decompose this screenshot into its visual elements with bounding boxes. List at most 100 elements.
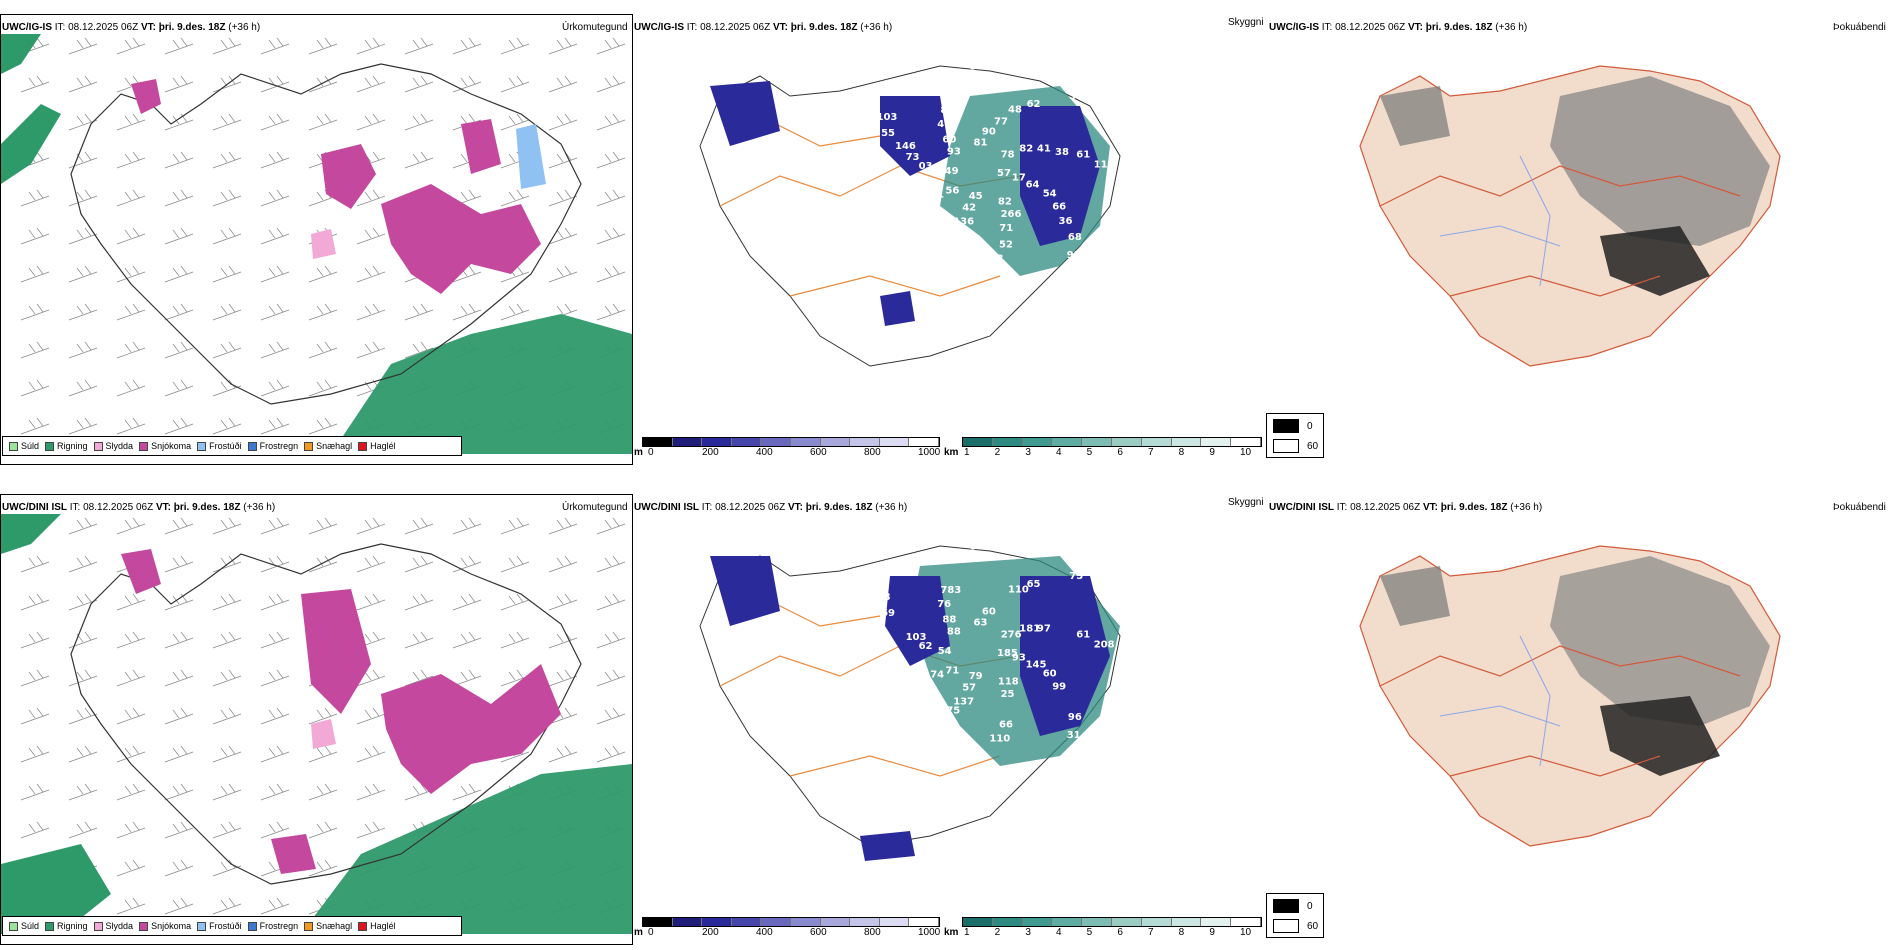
wind-barb: [116, 517, 146, 535]
wind-barb: [20, 745, 50, 763]
iceland-outline: [70, 543, 582, 885]
visibility-value-label: 69: [881, 608, 895, 619]
snow-area-westfjord: [121, 549, 161, 594]
cloud-header: UWC/DINI ISL IT: 08.12.2025 06Z VT: þri.…: [634, 502, 908, 513]
wind-barb: [164, 303, 194, 321]
visibility-value-label: 54: [938, 646, 952, 657]
visibility-value-label: 75: [1069, 571, 1083, 582]
colorbar-segment: [731, 438, 762, 446]
visibility-value-label: 90: [982, 126, 996, 137]
wind-barb: [356, 745, 386, 763]
wind-barb: [68, 379, 98, 397]
wind-barb: [260, 593, 290, 611]
colorbar-tick-label: 3: [1025, 447, 1031, 458]
wind-barb: [596, 189, 626, 207]
visibility-value-label: 81: [940, 105, 954, 116]
wind-barb: [308, 379, 338, 397]
wind-barb: [116, 745, 146, 763]
road-network: [1379, 165, 1741, 297]
wind-barb: [500, 37, 530, 55]
wind-barb: [20, 303, 50, 321]
visibility-value-label: 162: [874, 188, 895, 199]
visibility-value-labels: 185 71 63 118 62 181 137 76 60 50 110 66 69 61 35 64 96 7…: [836, 542, 1115, 745]
wind-barb: [356, 707, 386, 725]
fog-area-dense: [1600, 696, 1720, 776]
wind-barb: [500, 113, 530, 131]
wind-barb: [548, 745, 578, 763]
legend-swatch: [247, 921, 257, 931]
wind-barb: [164, 859, 194, 877]
wind-barb: [596, 37, 626, 55]
legend-swatch: [139, 441, 149, 451]
visibility-colorbar: [962, 917, 1262, 927]
fog-map: [1359, 65, 1781, 367]
precip-legend: Súld Rigning Slydda Snjókoma Frostúði Fr…: [2, 916, 462, 936]
colorbar-segment: [963, 438, 993, 446]
snow-area-central: [381, 664, 561, 794]
colorbar-tick-label: 8: [1178, 927, 1185, 938]
colorbar-segment: [672, 438, 703, 446]
wind-barb: [452, 783, 482, 801]
colorbar-tick-label: 2: [994, 447, 1001, 458]
visibility-value-label: 33: [1069, 91, 1083, 102]
wind-barb: [164, 75, 194, 93]
visibility-value-label: 82: [1019, 144, 1033, 155]
colorbar-segment: [790, 918, 821, 926]
cloud-base-area-east: [1020, 106, 1100, 246]
wind-barb: [68, 37, 98, 55]
visibility-value-label: 110: [1008, 585, 1029, 596]
wind-barb: [356, 265, 386, 283]
wind-barb: [212, 113, 242, 131]
wind-barb: [500, 555, 530, 573]
colorbar-segment: [1022, 438, 1053, 446]
wind-barb: [404, 303, 434, 321]
legend-item-rigning: Rigning: [45, 441, 88, 451]
wind-barb: [356, 303, 386, 321]
colorbar-segment: [731, 918, 762, 926]
colorbar-tick-label: 1000: [918, 927, 941, 938]
wind-barb: [356, 227, 386, 245]
visibility-value-label: 91: [1067, 250, 1081, 261]
wind-barb: [356, 821, 386, 839]
wind-barb: [596, 303, 626, 321]
vt-label: VT:: [155, 502, 171, 513]
wind-barb: [116, 897, 146, 915]
wind-barb: [20, 783, 50, 801]
precip-header: UWC/IG-IS IT: 08.12.2025 06Z VT: þri. 9.…: [2, 22, 260, 33]
fog-title: Þokuábendi: [1833, 22, 1886, 33]
wind-barb: [356, 341, 386, 359]
wind-barb: [68, 151, 98, 169]
colorbar-tick-label: 400: [756, 447, 773, 458]
snow-area-westfjord: [131, 79, 161, 114]
wind-barb: [260, 75, 290, 93]
model-name: UWC/IG-IS: [2, 22, 52, 33]
visibility-value-label: 63: [904, 241, 918, 252]
wind-barb: [164, 783, 194, 801]
visibility-value-label: 57: [997, 168, 1011, 179]
visibility-value-label: 88: [947, 627, 961, 638]
visibility-value-label: 60: [942, 134, 956, 145]
wind-barb: [596, 631, 626, 649]
wind-barb: [308, 303, 338, 321]
it-label: IT:: [54, 22, 66, 33]
wind-barb: [404, 75, 434, 93]
colorbar-segment: [1022, 918, 1053, 926]
wind-barb: [68, 113, 98, 131]
snow-area-north: [321, 144, 376, 209]
wind-barb: [500, 517, 530, 535]
visibility-value-label: 45: [969, 191, 983, 202]
precip-header: UWC/DINI ISL IT: 08.12.2025 06Z VT: þri.…: [2, 502, 275, 513]
wind-barb: [260, 151, 290, 169]
visibility-value-label: 103: [906, 632, 927, 643]
visibility-value-label: 47: [937, 119, 951, 130]
legend-item-sudl: Súld: [9, 921, 39, 931]
wind-barb: [548, 227, 578, 245]
wind-barb: [212, 265, 242, 283]
visibility-value-label: 61: [1076, 630, 1090, 641]
visibility-value-label: 41: [1037, 144, 1051, 155]
wind-barb: [116, 341, 146, 359]
colorbar-tick-label: 200: [702, 927, 719, 938]
wind-barb: [308, 113, 338, 131]
cloud-base-unit: m: [634, 927, 643, 938]
wind-barb: [596, 265, 626, 283]
